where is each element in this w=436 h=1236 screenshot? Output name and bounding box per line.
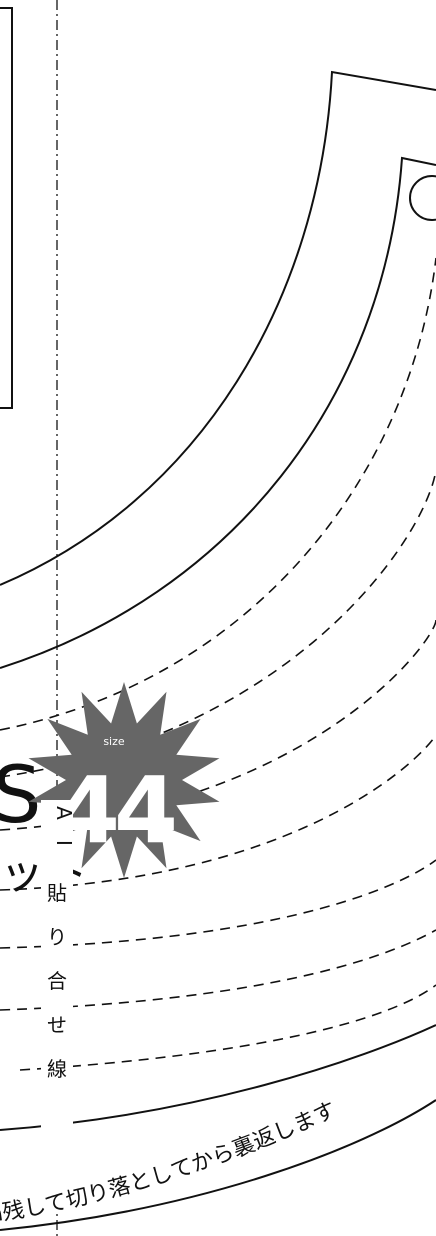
- bottom-cut-line-1: [0, 1024, 436, 1131]
- size-badge-star: [28, 682, 220, 878]
- size-badge-value: 44: [56, 757, 174, 864]
- fold-label-text: 貼り合せ線: [47, 881, 67, 1081]
- fold-label-char: 貼: [47, 881, 67, 905]
- inner-cut-line: [0, 156, 436, 669]
- fold-label-char: 合: [47, 969, 67, 993]
- seam-line-5: [0, 859, 436, 949]
- fold-label-char: 線: [47, 1057, 67, 1081]
- fold-label-letter-i: I: [52, 840, 76, 846]
- fold-line-label: A I 貼り合せ線: [41, 800, 76, 1210]
- notch-circle: [409, 175, 436, 221]
- seam-line-6: [0, 929, 436, 1011]
- bottom-cut-line-2: [0, 1099, 436, 1231]
- fold-label-letter-a: A: [52, 806, 76, 820]
- size-badge-label: size: [103, 735, 125, 748]
- seam-line-1: [0, 257, 436, 731]
- left-box-outline: [0, 7, 13, 409]
- seam-line-7: [19, 984, 436, 1071]
- fold-label-char: り: [47, 925, 67, 949]
- outer-cut-line: [0, 70, 436, 586]
- fold-label-char: せ: [47, 1013, 67, 1037]
- partial-text-left: S: [0, 751, 42, 841]
- seam-line-2: [0, 469, 436, 778]
